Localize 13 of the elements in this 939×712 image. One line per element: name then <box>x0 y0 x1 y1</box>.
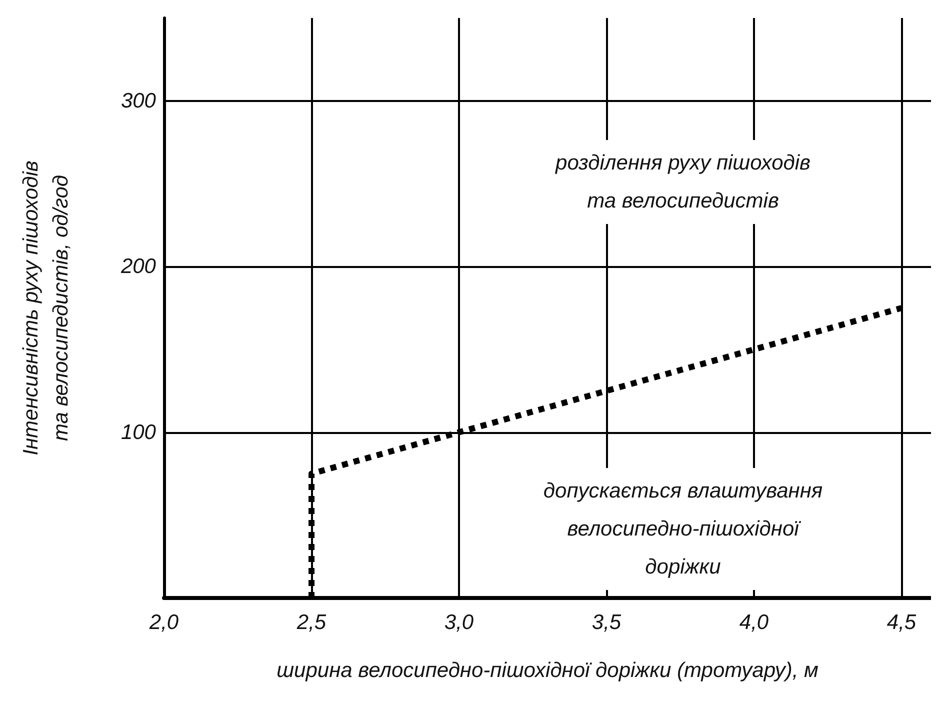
x-tick-label: 4,5 <box>886 611 916 634</box>
x-tick-label: 2,0 <box>148 611 179 634</box>
x-axis-title: ширина велосипедно-пішохідної доріжки (тротуару), м <box>276 659 818 682</box>
y-tick-label: 300 <box>120 89 156 112</box>
annotation: допускається влаштування велосипедно-пішохідної доріжки <box>543 480 823 578</box>
y-tick-label: 100 <box>120 420 156 444</box>
annotation: розділення руху пішоходів та велосипедистів <box>554 152 811 212</box>
y-axis-title: Інтенсивність руху пішоходів та велосипедистів, од/год <box>20 160 72 456</box>
x-tick-label: 2,5 <box>296 611 326 634</box>
y-tick-label: 200 <box>120 255 156 278</box>
x-tick-label: 4,0 <box>739 611 769 634</box>
x-tick-label: 3,0 <box>444 611 474 634</box>
x-tick-label: 3,5 <box>592 611 622 634</box>
